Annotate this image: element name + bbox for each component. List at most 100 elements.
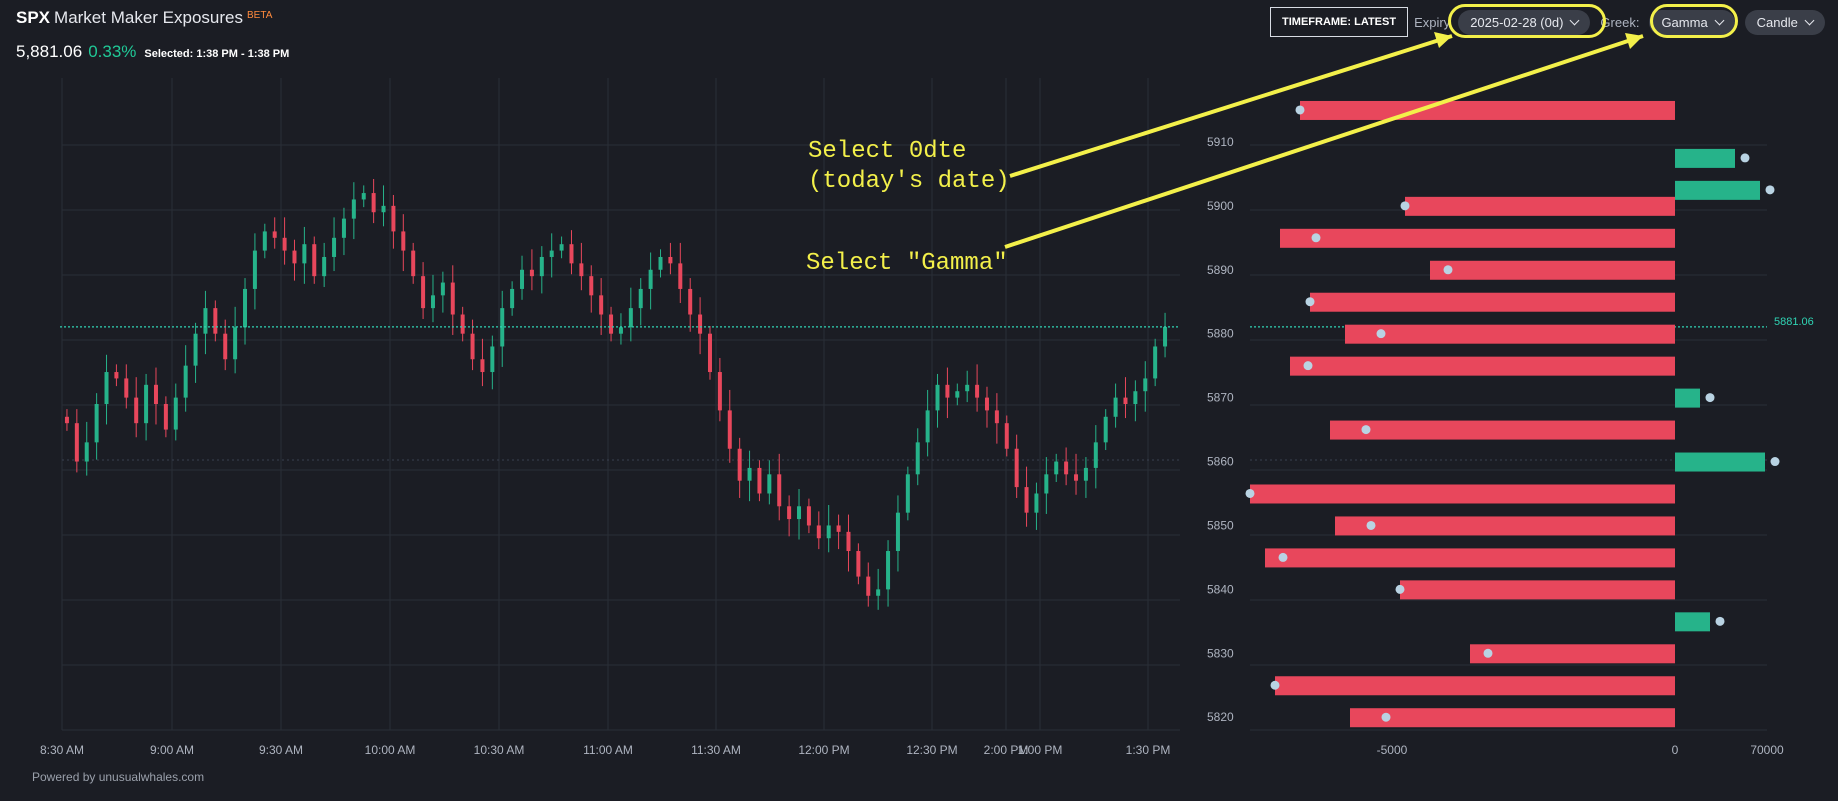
candle-body [1004,423,1009,449]
strike-tick-label: 5890 [1207,263,1234,277]
ticker-symbol: SPX [16,8,51,27]
candle-body [915,442,920,475]
candle-body [787,506,792,520]
candle-body [381,205,386,213]
exposure-tick-label: -5000 [1377,743,1408,757]
exposure-dot [1295,105,1305,115]
gamma-bar-negative [1280,228,1675,248]
candle-body [371,193,376,213]
selected-range: Selected: 1:38 PM - 1:38 PM [144,48,290,60]
gamma-bar-negative [1290,356,1675,376]
price-summary: 5,881.06 0.33% Selected: 1:38 PM - 1:38 … [16,42,289,62]
candle-body [203,308,208,334]
exposure-dot [1381,712,1391,722]
gamma-bar-positive [1675,452,1765,472]
gamma-bar-negative [1310,292,1675,312]
candle-body [955,391,960,398]
strike-tick-label: 5900 [1207,199,1234,213]
strike-tick-label: 5860 [1207,455,1234,469]
x-tick-label: 2:00 PM [984,743,1029,757]
candle-body [1153,346,1158,379]
candle-body [747,467,752,481]
candle-body [757,467,762,494]
candle-body [559,244,564,251]
candle-body [698,314,703,334]
candle-body [361,193,366,200]
candle-body [1064,461,1069,475]
expiry-label: Expiry [1414,14,1451,30]
candle-body [668,256,673,264]
x-tick-label: 12:00 PM [798,743,849,757]
candle-body [589,276,594,296]
exposure-dot [1278,552,1288,562]
candle-body [1103,416,1108,443]
candle-body [905,474,910,513]
candle-body [1024,487,1029,513]
candle-body [183,365,188,398]
candle-body [638,288,643,309]
candle-body [64,416,69,424]
candle-body [262,231,267,251]
chart-type-select[interactable]: Candle [1744,9,1825,35]
candle-body [1074,474,1079,481]
exposure-dot [1400,201,1410,211]
candle-body [727,410,732,449]
timeframe-button[interactable]: TIMEFRAME: LATEST [1270,7,1409,37]
candle-body [975,384,980,398]
candle-body [628,308,633,328]
candle-body [430,295,435,309]
candle-body [895,512,900,552]
price-line-label: 5881.06 [1774,316,1814,328]
gamma-bar-negative [1335,516,1675,536]
expiry-value: 2025-02-28 (0d) [1470,14,1564,30]
candle-body [341,218,346,238]
candle-body [618,327,623,334]
gamma-exposure-chart [1245,100,1780,728]
expiry-highlight-ring [1448,4,1606,38]
candle-body [213,308,218,334]
exposure-dot [1765,185,1775,195]
expiry-select[interactable]: 2025-02-28 (0d) [1458,9,1591,35]
candle-body [401,231,406,251]
candle-body [549,250,554,257]
x-tick-label: 9:30 AM [259,743,303,757]
exposure-dot [1270,680,1280,690]
annotation-arrow [1009,34,1453,178]
candle-body [144,384,149,424]
candle-body [836,525,841,532]
candle-body [233,327,238,360]
candle-body [450,282,455,315]
strike-tick-label: 5840 [1207,582,1234,596]
app-title: SPX Market Maker Exposures BETA [16,8,272,28]
candle-body [717,372,722,411]
candle-body [1034,493,1039,513]
candle-body [460,314,465,334]
candle-body [94,404,99,443]
x-tick-label: 8:30 AM [40,743,84,757]
candle-body [935,384,940,411]
candle-body [767,474,772,494]
candle-body [282,237,287,251]
candle-body [1044,474,1049,494]
exposure-tick-label: 0 [1672,743,1679,757]
gamma-bar-negative [1275,676,1675,696]
candle-body [480,359,485,373]
page-title: Market Maker Exposures [54,8,243,27]
annotation-note-0dte: Select 0dte [808,138,966,165]
candle-body [1083,467,1088,481]
candle-body [74,423,79,462]
candle-body [173,397,178,430]
exposure-dot [1715,616,1725,626]
exposure-dot [1483,648,1493,658]
candle-body [984,397,989,411]
candle-body [1014,448,1019,488]
candle-body [223,333,228,360]
candle-body [846,531,851,552]
exposure-dot [1305,297,1315,307]
candle-body [658,256,663,270]
gamma-bar-negative [1400,580,1675,600]
candle-body [797,506,802,520]
candle-body [1143,378,1148,392]
gamma-bar-negative [1250,484,1675,504]
gamma-bar-negative [1330,420,1675,440]
